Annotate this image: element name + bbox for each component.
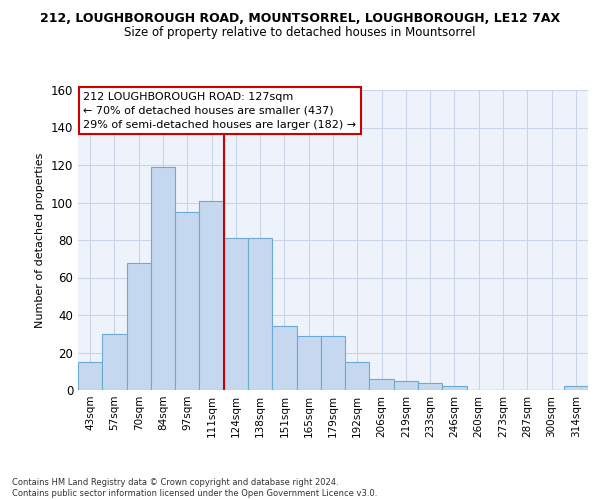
Bar [296,336,321,390]
Bar [442,386,467,390]
Text: 212, LOUGHBOROUGH ROAD, MOUNTSORREL, LOUGHBOROUGH, LE12 7AX: 212, LOUGHBOROUGH ROAD, MOUNTSORREL, LOU… [40,12,560,26]
Bar [418,382,442,390]
Bar [199,200,224,390]
Y-axis label: Number of detached properties: Number of detached properties [35,152,45,328]
Text: Contains HM Land Registry data © Crown copyright and database right 2024.
Contai: Contains HM Land Registry data © Crown c… [12,478,377,498]
Text: 212 LOUGHBOROUGH ROAD: 127sqm
← 70% of detached houses are smaller (437)
29% of : 212 LOUGHBOROUGH ROAD: 127sqm ← 70% of d… [83,92,356,130]
Bar [321,336,345,390]
Bar [394,380,418,390]
Bar [345,362,370,390]
Bar [127,262,151,390]
Bar [370,379,394,390]
Bar [102,334,127,390]
Bar [272,326,296,390]
Bar [78,362,102,390]
Bar [224,238,248,390]
Bar [175,212,199,390]
Bar [151,167,175,390]
Text: Size of property relative to detached houses in Mountsorrel: Size of property relative to detached ho… [124,26,476,39]
Bar [248,238,272,390]
Bar [564,386,588,390]
